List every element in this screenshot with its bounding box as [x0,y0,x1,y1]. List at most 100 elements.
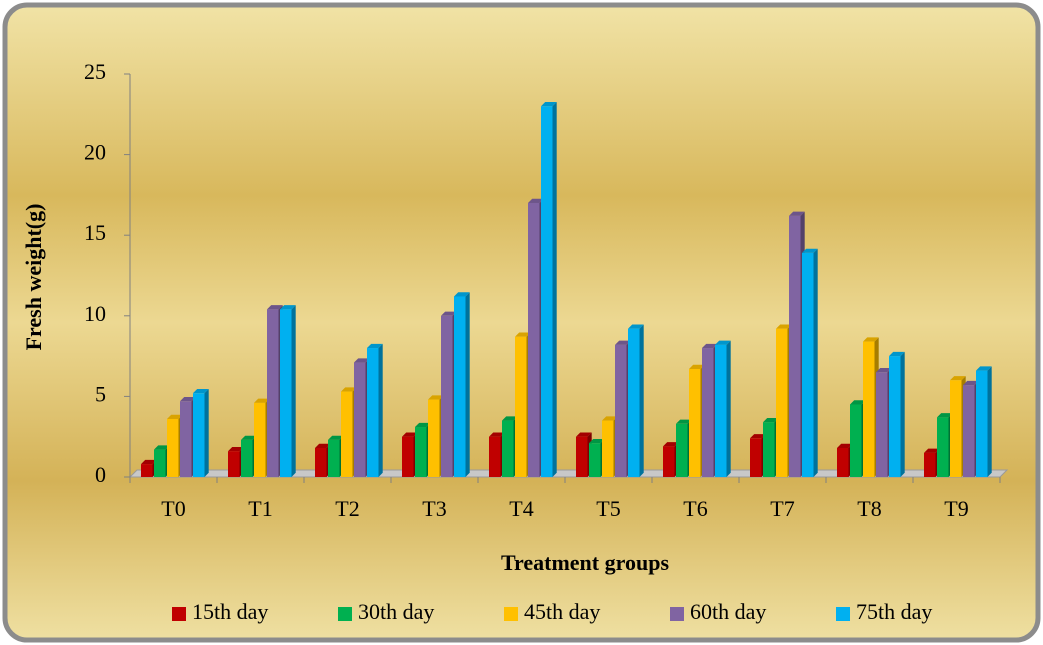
bar-top [241,435,257,440]
bar [750,438,762,477]
bar [167,418,179,477]
legend: 15th day 30th day 45th day 60th day 75th day [172,599,932,624]
bar [863,341,875,477]
bar [837,447,849,477]
bar-side [900,351,905,477]
bar [628,328,640,477]
x-tick-label: T5 [596,496,620,521]
bar [576,436,588,477]
bar [663,446,675,477]
legend-swatch [338,607,352,621]
bar-side [204,388,209,477]
bar-top [141,459,157,465]
x-tick-label: T3 [422,496,446,521]
bar-top [763,417,779,423]
bar [328,439,340,477]
bar [528,202,540,477]
bar [963,385,975,477]
bar [850,404,862,477]
bar [254,402,266,477]
x-axis-label: Treatment groups [501,550,669,575]
bar-top [315,443,331,448]
bar-top [589,438,605,444]
bar-top [454,292,470,297]
bar [541,106,553,478]
y-tick-label: 0 [95,462,106,487]
bar [589,443,601,477]
bar-top [663,442,679,447]
x-tick-label: T4 [509,496,533,521]
bar-top [750,434,766,439]
bar [515,336,527,477]
bar-side [987,366,992,477]
bar-top [628,324,644,329]
bar [889,356,901,477]
bar-top [528,198,544,203]
x-tick-label: T1 [248,496,272,521]
bar-top [576,432,592,437]
bar [415,427,427,477]
bar [602,420,614,477]
bar-side [378,343,383,477]
bar-top [715,340,731,345]
bar [715,344,727,477]
bar [802,252,814,477]
y-tick-label: 25 [84,59,106,84]
bar [876,372,888,477]
bar [267,309,279,477]
bar-side [813,248,818,477]
legend-swatch [670,607,684,621]
bar-top [228,447,244,452]
bar [141,464,153,477]
bar-side [639,324,644,477]
bar [615,344,627,477]
bar [367,348,379,477]
bar-top [863,337,879,342]
bar-top [180,397,196,402]
bar [193,393,205,477]
bar-top [267,305,283,310]
y-tick-label: 5 [95,381,106,406]
bar-top [167,414,183,419]
bar [776,328,788,477]
bar-top [515,332,531,337]
bar-top [489,432,505,437]
bar-top [341,387,357,392]
bar-top [676,419,692,424]
legend-label: 30th day [358,599,434,624]
bar [280,309,292,477]
bar-top [154,445,170,450]
bar-top [280,305,296,310]
bar-top [789,211,805,216]
bar [976,370,988,477]
bar-top [541,102,557,107]
legend-label: 15th day [192,599,268,624]
bar [489,436,501,477]
bar-side [726,340,731,477]
bar [502,420,514,477]
bar-top [702,343,718,349]
bar-top [976,366,992,371]
y-tick-label: 20 [84,140,106,165]
bar-top [850,400,866,405]
bar-top [776,324,792,329]
bar [402,436,414,477]
bar [789,215,801,477]
bar [763,422,775,477]
legend-swatch [172,607,186,621]
x-tick-label: T9 [944,496,968,521]
bar-side [465,292,470,477]
bar-top [689,364,705,369]
bar-top [615,340,631,345]
x-tick-label: T7 [770,496,794,521]
bar [441,315,453,477]
legend-label: 45th day [524,599,600,624]
bar-side [291,305,296,477]
x-tick-label: T8 [857,496,881,521]
bar-top [502,416,518,421]
bar-top [937,413,953,418]
bar-top [889,351,905,357]
bar [689,368,701,477]
